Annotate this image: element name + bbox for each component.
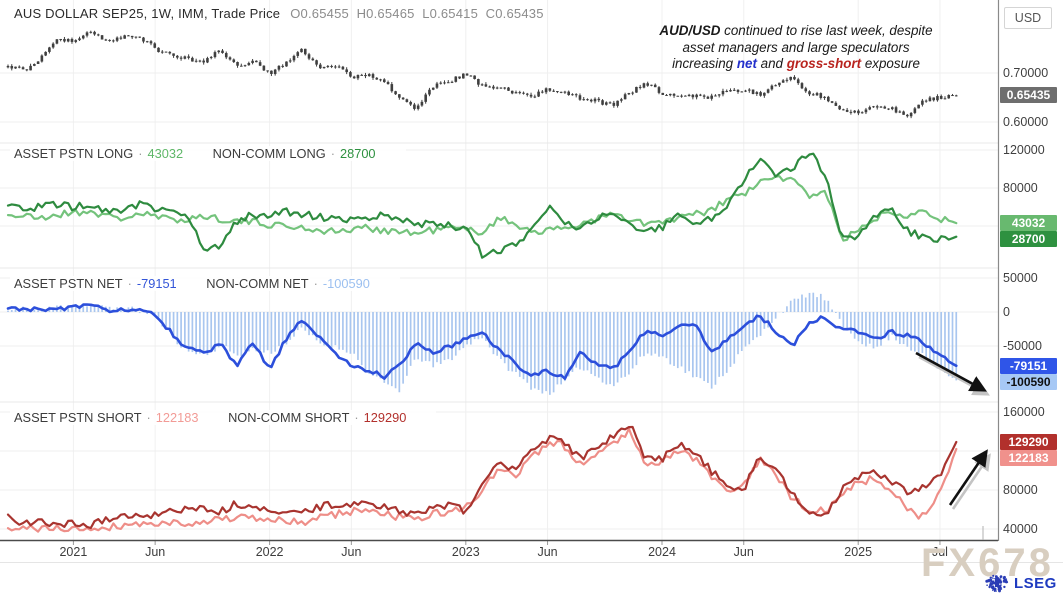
last-value-badge: 0.65435 <box>1000 87 1057 104</box>
annotation-line3: increasing net and gross-short exposure <box>672 56 920 71</box>
x-axis-label: 2024 <box>648 545 676 559</box>
y-axis-label: 40000 <box>1003 522 1038 536</box>
lseg-crest-icon <box>985 574 1009 593</box>
instrument-title-row: AUS DOLLAR SEP25, 1W, IMM, Trade Price O0… <box>14 6 544 21</box>
panel-net <box>6 292 958 395</box>
last-value-badge: -100590 <box>1000 373 1057 390</box>
y-axis-label: 0.60000 <box>1003 115 1049 129</box>
y-axis-label: 0 <box>1003 305 1010 319</box>
legend-long-panel: ASSET PSTN LONG · 43032 NON-COMM LONG · 2870… <box>10 146 406 161</box>
panel-short <box>6 425 958 533</box>
legend-value: 129290 <box>363 410 407 425</box>
x-axis-label: Jun <box>145 545 166 559</box>
last-value-badge: -79151 <box>1000 357 1057 374</box>
x-axis-label: 2022 <box>255 545 284 559</box>
y-axis-label: 50000 <box>1003 271 1038 285</box>
y-axis-label: 120000 <box>1003 143 1045 157</box>
ohlc-close: C0.65435 <box>485 6 544 21</box>
axis-currency-label: USD <box>1004 7 1052 29</box>
x-axis-label: Jul <box>931 545 948 559</box>
x-axis-label: Jun <box>733 545 754 559</box>
analyst-annotation: AUD/USD continued to rise last week, des… <box>640 23 952 73</box>
legend-label: NON-COMM SHORT <box>228 410 350 425</box>
y-axis-label: 80000 <box>1003 483 1038 497</box>
legend-short-panel: ASSET PSTN SHORT · 122183 NON-COMM SHORT · 1… <box>10 410 437 425</box>
y-axis-label: 0.70000 <box>1003 66 1049 80</box>
annotation-pair: AUD/USD <box>659 23 721 38</box>
legend-value: -100590 <box>322 276 370 291</box>
legend-value: -79151 <box>136 276 177 291</box>
legend-value: 28700 <box>339 146 376 161</box>
fx678-watermark: FX678 <box>921 541 1054 585</box>
legend-label: ASSET PSTN LONG <box>14 146 134 161</box>
x-axis-label: 2023 <box>451 545 480 559</box>
last-value-badge: 122183 <box>1000 449 1057 466</box>
legend-value: 43032 <box>147 146 184 161</box>
annotation-gross-word: gross-short <box>786 56 862 71</box>
lseg-logo-text: LSEG <box>1014 574 1057 592</box>
annotation-net-word: net <box>736 56 757 71</box>
ohlc-open: O0.65455 <box>290 6 349 21</box>
y-axis-label: 160000 <box>1003 405 1045 419</box>
gridlines <box>0 0 998 545</box>
y-axis-label: 80000 <box>1003 181 1038 195</box>
panel-long <box>6 152 958 259</box>
panel-price <box>6 30 958 119</box>
annotation-line1: continued to rise last week, despite <box>720 23 933 38</box>
legend-net-panel: ASSET PSTN NET · -79151 NON-COMM NET · -1005… <box>10 276 400 291</box>
x-axis-label: 2021 <box>59 545 88 559</box>
ohlc-high: H0.65465 <box>356 6 415 21</box>
legend-value: 122183 <box>155 410 199 425</box>
legend-label: ASSET PSTN SHORT <box>14 410 142 425</box>
x-axis-label: 2025 <box>844 545 873 559</box>
last-value-badge: 129290 <box>1000 433 1057 450</box>
x-axis-label: Jun <box>537 545 558 559</box>
ohlc-low: L0.65415 <box>422 6 479 21</box>
x-axis-label: Jun <box>341 545 362 559</box>
instrument-title: AUS DOLLAR SEP25, 1W, IMM, Trade Price <box>14 6 281 21</box>
lseg-logo: LSEG <box>984 572 1057 594</box>
last-value-badge: 28700 <box>1000 231 1057 248</box>
legend-label: NON-COMM LONG <box>212 146 326 161</box>
legend-label: NON-COMM NET <box>206 276 309 291</box>
y-axis-label: -50000 <box>1003 339 1042 353</box>
last-value-badge: 43032 <box>1000 215 1057 232</box>
legend-label: ASSET PSTN NET <box>14 276 123 291</box>
annotation-line2: asset managers and large speculators <box>682 39 910 55</box>
